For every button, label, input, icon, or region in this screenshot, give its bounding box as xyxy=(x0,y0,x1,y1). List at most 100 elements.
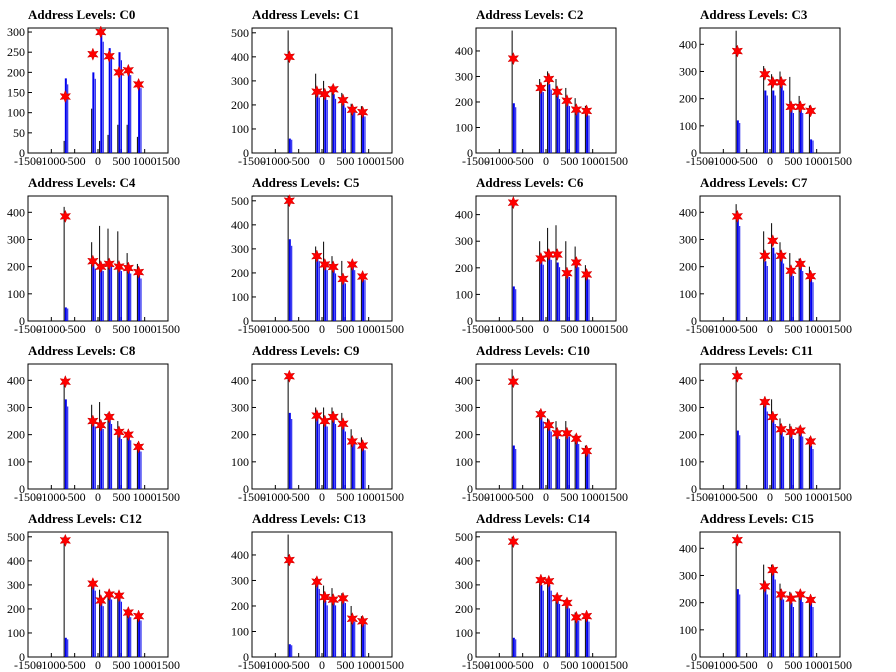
peak-marker-star xyxy=(103,257,115,271)
x-tick-label: 0 xyxy=(767,490,773,504)
x-tick-label: 0 xyxy=(543,490,549,504)
y-tick-label: 100 xyxy=(679,455,697,469)
y-tick-label: 250 xyxy=(7,45,25,59)
y-tick-label: 300 xyxy=(231,573,249,587)
peak-marker-star xyxy=(551,426,563,440)
y-tick-label: 400 xyxy=(679,37,697,51)
peak-marker-star xyxy=(759,395,771,409)
x-tick-label: -1000 xyxy=(709,154,737,168)
x-tick-label: -1500 xyxy=(686,658,714,672)
x-tick-label: 500 xyxy=(336,658,354,672)
x-tick-label: 500 xyxy=(784,154,802,168)
x-tick-label: -1000 xyxy=(261,658,289,672)
y-tick-label: 0 xyxy=(467,146,473,160)
y-tick-label: 0 xyxy=(691,650,697,664)
peak-marker-star xyxy=(785,591,797,606)
peak-marker-star xyxy=(95,593,107,608)
y-tick-label: 100 xyxy=(231,122,249,136)
peak-marker-star xyxy=(337,93,349,107)
y-tick-label: 300 xyxy=(679,400,697,414)
peak-marker-star xyxy=(327,260,339,274)
y-tick-label: 100 xyxy=(7,626,25,640)
x-tick-label: 0 xyxy=(319,322,325,336)
peak-marker-star xyxy=(775,422,787,436)
x-tick-label: 1500 xyxy=(380,658,404,672)
plot-frame xyxy=(699,27,841,154)
x-tick-label: 500 xyxy=(112,322,130,336)
plot-frame xyxy=(27,27,169,154)
x-tick-label: 0 xyxy=(319,490,325,504)
peak-marker-star xyxy=(570,432,583,446)
x-tick-label: 1000 xyxy=(133,658,157,672)
x-tick-label: -1500 xyxy=(238,322,266,336)
peak-marker-star xyxy=(283,50,296,64)
y-tick-label: 200 xyxy=(455,602,473,616)
peak-marker-star xyxy=(337,417,349,431)
peak-marker-star xyxy=(507,534,520,549)
peak-marker-star xyxy=(327,592,339,607)
x-tick-label: -1500 xyxy=(238,658,266,672)
y-tick-label: 200 xyxy=(231,428,249,442)
peak-marker-star xyxy=(113,65,125,80)
peak-marker-star xyxy=(113,589,125,603)
x-tick-label: 1000 xyxy=(805,154,829,168)
peak-marker-star xyxy=(543,574,555,588)
chart-title: Address Levels: C1 xyxy=(252,7,359,22)
y-tick-label: 200 xyxy=(7,65,25,79)
y-tick-label: 400 xyxy=(231,50,249,64)
chart-title: Address Levels: C3 xyxy=(700,7,808,22)
x-tick-label: -1000 xyxy=(709,322,737,336)
peak-marker-star xyxy=(759,249,771,263)
x-tick-label: -1000 xyxy=(37,658,65,672)
peak-marker-star xyxy=(103,587,115,602)
peak-marker-star xyxy=(311,249,323,263)
plot-frame xyxy=(699,531,841,658)
peak-marker-star xyxy=(311,575,323,589)
x-tick-label: 0 xyxy=(543,154,549,168)
y-tick-label: 200 xyxy=(679,260,697,274)
y-tick-label: 0 xyxy=(243,650,249,664)
x-tick-label: -500 xyxy=(64,322,86,336)
chart-panel-c5: Address Levels: C50100200300400500-1500-… xyxy=(231,175,404,336)
x-tick-label: -1000 xyxy=(709,658,737,672)
x-tick-label: 500 xyxy=(112,490,130,504)
y-tick-label: 400 xyxy=(7,205,25,219)
y-tick-label: 0 xyxy=(19,482,25,496)
x-tick-label: -1000 xyxy=(37,490,65,504)
peak-marker-star xyxy=(775,587,787,602)
peak-marker-star xyxy=(804,593,817,607)
peak-marker-star xyxy=(535,81,547,95)
peak-marker-star xyxy=(103,49,115,63)
x-tick-label: -500 xyxy=(736,322,758,336)
x-tick-label: 1000 xyxy=(805,490,829,504)
x-tick-label: -1000 xyxy=(261,154,289,168)
chart-panel-c13: Address Levels: C13 0 100 200 300 400 -1500-10… xyxy=(231,511,404,672)
x-tick-label: 1000 xyxy=(581,322,605,336)
y-tick-label: 100 xyxy=(231,455,249,469)
peak-marker-star xyxy=(337,591,349,606)
chart-panel-c15: Address Levels: C15 0 100 200 300 400 -1500-10… xyxy=(679,511,852,672)
x-tick-label: -500 xyxy=(512,658,534,672)
chart-panel-c10: Address Levels: C10 0 100 200 300 400 -1500-10… xyxy=(455,343,628,504)
peak-marker-star xyxy=(59,374,72,389)
x-tick-label: 1000 xyxy=(581,658,605,672)
y-tick-label: 400 xyxy=(679,205,697,219)
peak-marker-star xyxy=(507,374,520,389)
y-tick-label: 50 xyxy=(13,126,25,140)
peak-marker-star xyxy=(794,100,807,114)
x-tick-label: 1000 xyxy=(581,490,605,504)
peak-marker-star xyxy=(346,103,359,117)
x-tick-label: 500 xyxy=(336,154,354,168)
x-tick-label: 500 xyxy=(560,490,578,504)
y-tick-label: 400 xyxy=(455,44,473,58)
y-tick-label: 500 xyxy=(231,26,249,40)
plot-frame xyxy=(27,531,169,658)
y-tick-label: 400 xyxy=(679,373,697,387)
x-tick-label: -1500 xyxy=(462,322,490,336)
y-tick-label: 100 xyxy=(231,624,249,638)
chart-title: Address Levels: C8 xyxy=(28,343,136,358)
y-tick-label: 300 xyxy=(231,400,249,414)
peak-marker-star xyxy=(570,102,583,117)
y-tick-label: 100 xyxy=(455,287,473,301)
x-tick-label: 0 xyxy=(767,154,773,168)
